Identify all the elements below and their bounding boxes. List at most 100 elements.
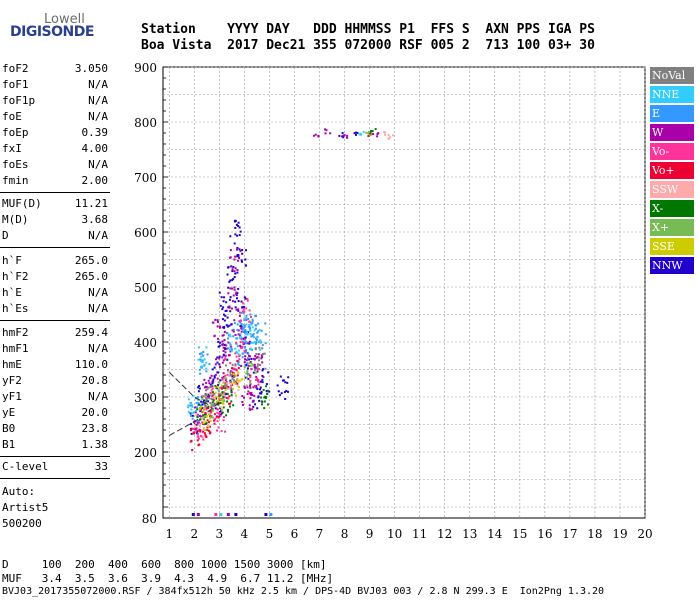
data-point-vo- xyxy=(223,395,226,398)
header-values: Boa Vista 2017 Dec21 355 072000 RSF 005 … xyxy=(141,38,595,53)
data-point-nne xyxy=(201,361,204,364)
data-point-e xyxy=(246,362,249,365)
data-point-e xyxy=(232,335,235,338)
param-value: 3.68 xyxy=(81,213,109,226)
data-point-sse xyxy=(205,415,208,418)
data-point-w xyxy=(249,374,252,377)
data-point-nne xyxy=(187,406,190,409)
data-point-w xyxy=(213,335,216,338)
data-point-nne xyxy=(205,367,208,370)
data-point-nnw xyxy=(189,412,192,415)
data-point-nnw xyxy=(207,393,210,396)
data-point-nnw xyxy=(226,273,229,276)
data-point-vo- xyxy=(234,381,237,384)
data-point-nnw xyxy=(219,379,222,382)
data-point-w xyxy=(252,400,255,403)
data-point-nne xyxy=(189,401,192,404)
data-point-ssw xyxy=(230,383,233,386)
data-point-e xyxy=(251,318,254,321)
data-point-nne xyxy=(229,348,232,351)
data-point-vo- xyxy=(259,363,262,366)
data-point-e xyxy=(244,346,247,349)
data-point-ssw xyxy=(236,384,239,387)
data-point-x- xyxy=(199,418,202,421)
data-point-nnw xyxy=(284,398,287,401)
data-point-nnw xyxy=(237,225,240,228)
data-point-vo- xyxy=(246,297,249,300)
data-point-w xyxy=(227,292,230,295)
y-tick-label: 200 xyxy=(134,446,157,460)
data-point-x- xyxy=(232,404,235,407)
data-point-w xyxy=(228,306,231,309)
data-point-nnw xyxy=(225,392,228,395)
data-point-w xyxy=(248,354,251,357)
data-point-w xyxy=(230,307,233,310)
data-point-noval xyxy=(254,347,257,350)
data-point-w xyxy=(231,268,234,271)
data-point-w xyxy=(222,349,225,352)
data-point-nne xyxy=(191,405,194,408)
data-point-nnw xyxy=(284,381,287,384)
data-point-e xyxy=(249,313,252,316)
data-point-nnw xyxy=(211,368,214,371)
data-point-noval xyxy=(212,404,215,407)
data-point-nnw xyxy=(244,336,247,339)
data-point-e xyxy=(261,344,264,347)
data-point-nnw xyxy=(219,341,222,344)
data-point-nnw xyxy=(248,358,251,361)
param-h-f2: h`F2 265.0 xyxy=(2,270,108,286)
data-point-x- xyxy=(217,401,220,404)
data-point-w xyxy=(248,407,251,410)
data-point-w xyxy=(248,392,251,395)
data-point-e xyxy=(250,335,253,338)
data-point-nnw xyxy=(229,310,232,313)
data-point-nnw xyxy=(240,259,243,262)
data-point-nnw xyxy=(248,342,251,345)
data-point-noval xyxy=(261,347,264,350)
data-point-ssw xyxy=(226,370,229,373)
data-point-w xyxy=(233,258,236,261)
data-point-w xyxy=(228,305,231,308)
data-point-nnw xyxy=(214,407,217,410)
x-tick-label: 15 xyxy=(512,527,527,541)
data-point-w xyxy=(222,343,225,346)
param-value: 265.0 xyxy=(74,254,108,267)
data-point-x- xyxy=(202,417,205,420)
data-point-x- xyxy=(225,377,228,380)
data-point-vo- xyxy=(249,315,252,318)
data-point-e xyxy=(248,327,251,330)
data-point-nne xyxy=(190,408,193,411)
data-point-e xyxy=(251,320,254,323)
param-m-d: M(D) 3.68 xyxy=(2,213,108,229)
data-point-nnw xyxy=(234,233,237,236)
data-point-sse xyxy=(221,398,224,401)
data-point-x- xyxy=(201,395,204,398)
data-point-w xyxy=(221,334,224,337)
data-point-vo- xyxy=(220,430,223,433)
param-name: h`F2 xyxy=(2,270,29,283)
data-point-x- xyxy=(368,130,371,133)
data-point-noval xyxy=(231,363,234,366)
data-point-vo- xyxy=(225,396,228,399)
data-point-vo- xyxy=(192,427,195,430)
param-value: 11.21 xyxy=(74,197,108,210)
data-point-nne xyxy=(250,323,253,326)
data-point-w xyxy=(222,334,225,337)
data-point-x- xyxy=(246,371,249,374)
data-point-nne xyxy=(258,328,261,331)
data-point-vo- xyxy=(202,438,205,441)
data-point-nnw xyxy=(207,400,210,403)
data-point-nnw xyxy=(260,392,263,395)
data-point-x- xyxy=(243,366,246,369)
param-name: fmin xyxy=(2,174,29,187)
data-point-x- xyxy=(210,416,213,419)
data-point-w xyxy=(257,353,260,356)
data-point-e xyxy=(241,352,244,355)
data-point-vo- xyxy=(236,382,239,385)
data-point-ssw xyxy=(237,388,240,391)
data-point-w xyxy=(260,354,263,357)
data-point-nnw xyxy=(256,387,259,390)
data-point-sse xyxy=(238,379,241,382)
data-point-nne xyxy=(194,409,197,412)
data-point-nnw xyxy=(224,314,227,317)
